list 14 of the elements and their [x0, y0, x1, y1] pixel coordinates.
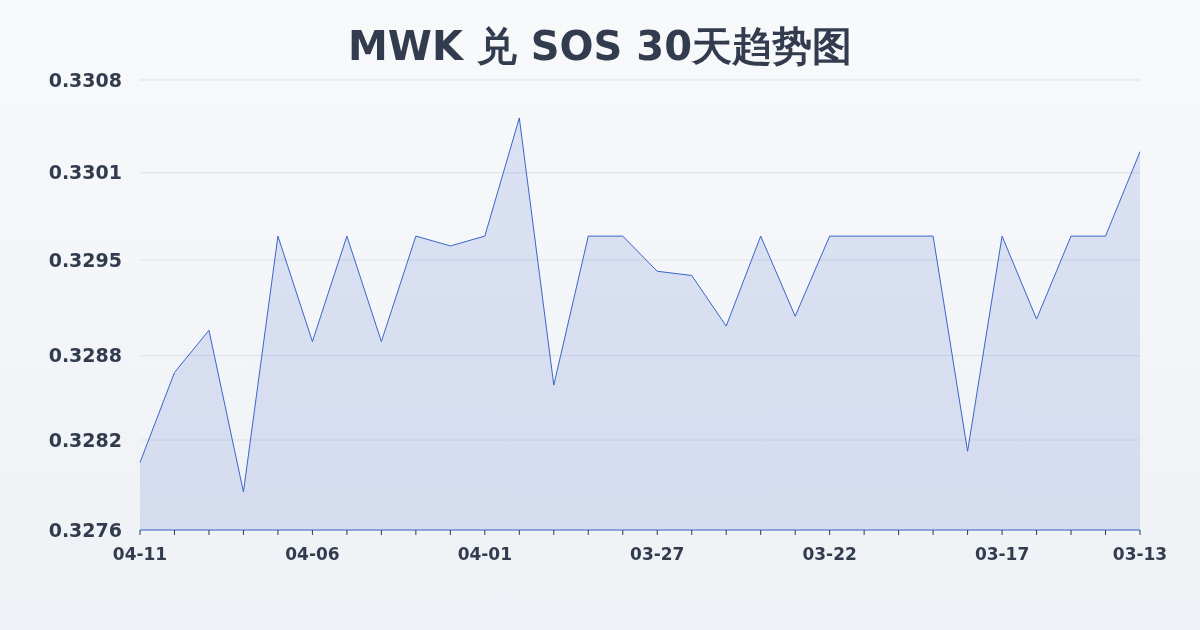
y-tick-label: 0.3295 [48, 248, 122, 271]
x-tick-label: 03-22 [802, 544, 857, 564]
y-tick-label: 0.3282 [48, 428, 122, 451]
y-tick-label: 0.3288 [48, 344, 122, 367]
x-tick-label: 04-11 [112, 544, 168, 564]
y-tick-label: 0.3308 [48, 68, 122, 91]
chart-title: MWK 兑 SOS 30天趋势图 [348, 23, 852, 69]
x-tick-label: 04-06 [285, 544, 340, 564]
x-tick-label: 04-01 [457, 544, 513, 564]
y-tick-label: 0.3276 [48, 518, 122, 541]
y-tick-label: 0.3301 [48, 161, 122, 184]
x-tick-label: 03-13 [1112, 544, 1168, 564]
x-tick-label: 03-27 [630, 544, 685, 564]
x-tick-label: 03-17 [974, 544, 1030, 564]
